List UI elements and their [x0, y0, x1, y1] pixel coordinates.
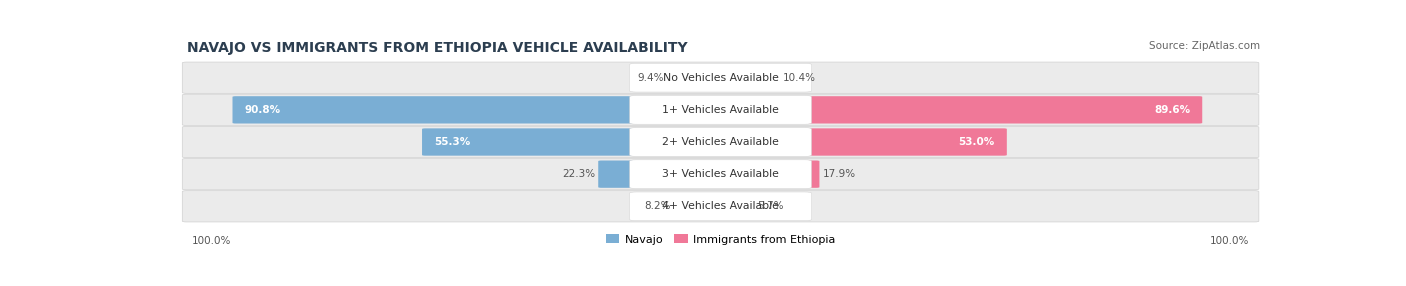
Legend: Navajo, Immigrants from Ethiopia: Navajo, Immigrants from Ethiopia [602, 230, 839, 249]
Text: 100.0%: 100.0% [193, 236, 232, 246]
FancyBboxPatch shape [717, 96, 1202, 124]
Text: 90.8%: 90.8% [245, 105, 281, 115]
FancyBboxPatch shape [183, 191, 1258, 222]
Text: 5.7%: 5.7% [758, 201, 785, 211]
Text: 17.9%: 17.9% [823, 169, 856, 179]
FancyBboxPatch shape [630, 128, 811, 156]
FancyBboxPatch shape [232, 96, 724, 124]
Text: 53.0%: 53.0% [959, 137, 995, 147]
FancyBboxPatch shape [630, 160, 811, 188]
Text: Source: ZipAtlas.com: Source: ZipAtlas.com [1149, 41, 1260, 51]
FancyBboxPatch shape [183, 62, 1258, 93]
FancyBboxPatch shape [630, 96, 811, 124]
Text: 9.4%: 9.4% [637, 73, 664, 83]
Text: 1+ Vehicles Available: 1+ Vehicles Available [662, 105, 779, 115]
Text: 55.3%: 55.3% [434, 137, 470, 147]
FancyBboxPatch shape [717, 128, 1007, 156]
FancyBboxPatch shape [422, 128, 724, 156]
Text: 89.6%: 89.6% [1154, 105, 1191, 115]
Text: NAVAJO VS IMMIGRANTS FROM ETHIOPIA VEHICLE AVAILABILITY: NAVAJO VS IMMIGRANTS FROM ETHIOPIA VEHIC… [187, 41, 688, 55]
Text: 8.2%: 8.2% [644, 201, 671, 211]
Text: 10.4%: 10.4% [783, 73, 815, 83]
FancyBboxPatch shape [183, 158, 1258, 190]
Text: 2+ Vehicles Available: 2+ Vehicles Available [662, 137, 779, 147]
Text: 3+ Vehicles Available: 3+ Vehicles Available [662, 169, 779, 179]
FancyBboxPatch shape [598, 160, 724, 188]
FancyBboxPatch shape [717, 193, 754, 220]
FancyBboxPatch shape [666, 64, 724, 91]
Text: No Vehicles Available: No Vehicles Available [662, 73, 779, 83]
Text: 100.0%: 100.0% [1209, 236, 1249, 246]
FancyBboxPatch shape [673, 193, 724, 220]
FancyBboxPatch shape [183, 126, 1258, 158]
Text: 4+ Vehicles Available: 4+ Vehicles Available [662, 201, 779, 211]
FancyBboxPatch shape [630, 192, 811, 221]
FancyBboxPatch shape [630, 63, 811, 92]
Text: 22.3%: 22.3% [562, 169, 595, 179]
FancyBboxPatch shape [717, 160, 820, 188]
FancyBboxPatch shape [717, 64, 779, 91]
FancyBboxPatch shape [183, 94, 1258, 126]
